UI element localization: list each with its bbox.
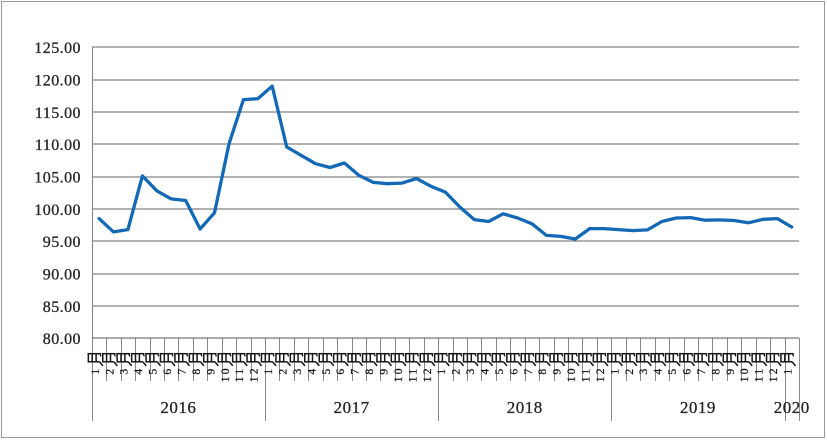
svg-text:2019: 2019 [680,398,716,417]
svg-text:10: 10 [565,366,578,382]
svg-text:12: 12 [421,366,434,382]
svg-text:9: 9 [551,366,564,374]
svg-text:2020: 2020 [774,398,810,417]
svg-text:11: 11 [580,367,593,383]
svg-text:5: 5 [147,366,160,374]
svg-text:5: 5 [320,366,333,374]
svg-text:85.00: 85.00 [43,299,81,316]
svg-text:120.00: 120.00 [34,73,81,90]
svg-text:7: 7 [349,366,362,374]
svg-text:6: 6 [681,366,694,374]
svg-text:2017: 2017 [334,398,370,417]
svg-text:7: 7 [695,366,708,374]
svg-text:6: 6 [507,366,520,374]
svg-text:125.00: 125.00 [34,40,81,57]
svg-text:4: 4 [479,366,492,374]
svg-text:5: 5 [666,366,679,374]
svg-text:12: 12 [248,366,261,382]
svg-text:9: 9 [204,366,217,374]
svg-text:80.00: 80.00 [43,331,81,348]
svg-text:7: 7 [176,366,189,374]
svg-text:115.00: 115.00 [35,105,81,122]
svg-text:6: 6 [161,366,174,374]
svg-text:110.00: 110.00 [35,137,81,154]
svg-text:3: 3 [291,366,304,374]
svg-text:8: 8 [709,366,722,374]
svg-text:8: 8 [363,366,376,374]
svg-text:2: 2 [450,366,463,374]
svg-text:1: 1 [782,366,795,374]
svg-text:7: 7 [522,366,535,374]
svg-text:4: 4 [652,366,665,374]
svg-text:100.00: 100.00 [34,202,81,219]
svg-text:6: 6 [334,366,347,374]
svg-text:3: 3 [118,366,131,374]
svg-text:2: 2 [623,366,636,374]
svg-text:12: 12 [594,366,607,382]
svg-text:11: 11 [753,367,766,383]
svg-text:11: 11 [406,367,419,383]
svg-text:5: 5 [493,366,506,374]
svg-text:105.00: 105.00 [34,170,81,187]
svg-text:1: 1 [608,366,621,374]
svg-text:4: 4 [132,366,145,374]
svg-text:1: 1 [89,366,102,374]
svg-text:95.00: 95.00 [43,234,81,251]
svg-text:8: 8 [536,366,549,374]
svg-text:9: 9 [724,366,737,374]
svg-text:3: 3 [464,366,477,374]
svg-text:10: 10 [392,366,405,382]
svg-text:2: 2 [277,366,290,374]
svg-text:9: 9 [378,366,391,374]
svg-text:8: 8 [190,366,203,374]
svg-text:10: 10 [738,366,751,382]
svg-text:4: 4 [305,366,318,374]
svg-text:1: 1 [262,366,275,374]
svg-text:2: 2 [103,366,116,374]
svg-text:2018: 2018 [507,398,543,417]
svg-text:90.00: 90.00 [43,267,81,284]
svg-text:10: 10 [219,366,232,382]
svg-text:11: 11 [233,367,246,383]
svg-text:2016: 2016 [160,398,196,417]
svg-text:12: 12 [767,366,780,382]
svg-text:3: 3 [637,366,650,374]
svg-text:1: 1 [435,366,448,374]
